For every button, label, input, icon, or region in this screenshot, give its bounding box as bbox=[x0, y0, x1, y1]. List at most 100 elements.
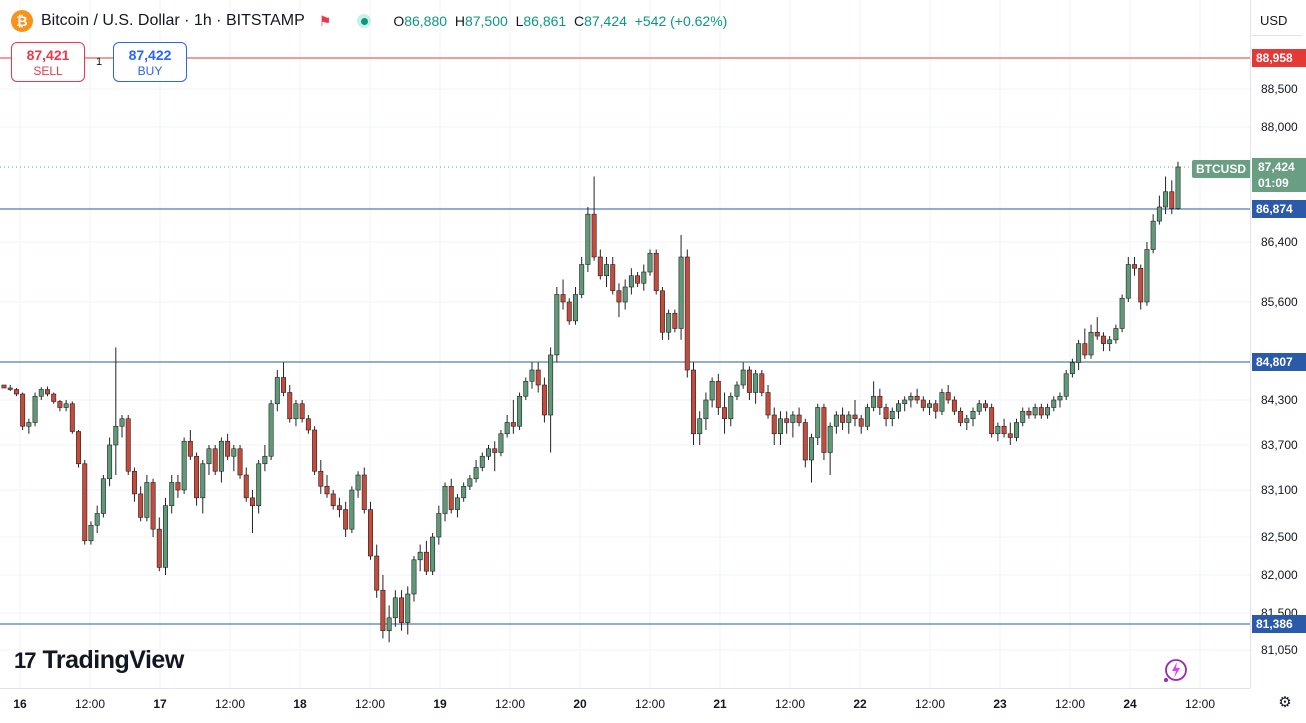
candle-body bbox=[647, 252, 653, 273]
candle-body bbox=[1026, 410, 1032, 416]
candle-body bbox=[448, 485, 454, 510]
candle-body bbox=[343, 509, 349, 530]
candle-body bbox=[821, 407, 827, 453]
candle-body bbox=[479, 455, 485, 468]
candle-body bbox=[374, 555, 380, 591]
candle-body bbox=[274, 377, 280, 405]
market-status-icon[interactable] bbox=[357, 14, 372, 28]
time-axis[interactable]: 16 12:00 17 12:00 18 12:00 19 12:00 20 12:00 21 12:… bbox=[0, 688, 1250, 723]
assistant-icon[interactable] bbox=[1160, 656, 1190, 686]
candle-body bbox=[405, 593, 411, 623]
logo-text: TradingView bbox=[42, 646, 184, 674]
candle-body bbox=[784, 418, 790, 423]
candle-body bbox=[1113, 328, 1119, 341]
symbol-title[interactable]: Bitcoin / U.S. Dollar · 1h · BITSTAMP bbox=[41, 12, 305, 29]
candle-body bbox=[914, 395, 920, 401]
currency-selector[interactable]: USD bbox=[1252, 6, 1302, 36]
candle-body bbox=[1082, 343, 1088, 356]
candle-body bbox=[1076, 343, 1082, 363]
chart-plot-area[interactable] bbox=[0, 0, 1250, 688]
candle-body bbox=[243, 474, 249, 499]
candle-body bbox=[163, 505, 168, 568]
candle-body bbox=[473, 467, 479, 480]
candle-body bbox=[560, 294, 566, 303]
candle-body bbox=[138, 493, 144, 518]
candle-body bbox=[641, 271, 647, 284]
buy-price: 87,422 bbox=[128, 47, 172, 63]
candle-body bbox=[88, 524, 94, 542]
candle-body bbox=[1125, 264, 1131, 299]
candle-body bbox=[858, 418, 864, 427]
time-tick-label: 12:00 bbox=[914, 697, 946, 711]
buy-label: BUY bbox=[137, 64, 163, 78]
candle-body bbox=[237, 448, 243, 476]
candle-body bbox=[728, 395, 734, 420]
candle-body bbox=[368, 509, 373, 557]
candle-body bbox=[628, 275, 634, 288]
candle-body bbox=[610, 264, 616, 292]
candle-body bbox=[982, 403, 988, 408]
candle-body bbox=[622, 286, 628, 303]
candle-body bbox=[150, 482, 156, 530]
candle-body bbox=[218, 440, 224, 472]
candle-body bbox=[597, 256, 603, 277]
bitcoin-icon: ₿ bbox=[11, 10, 33, 32]
candle-body bbox=[616, 290, 622, 303]
time-tick-label: 20 bbox=[573, 697, 587, 711]
candle-body bbox=[945, 392, 951, 401]
candle-body bbox=[504, 422, 510, 435]
level-price-tag: 81,386 bbox=[1252, 615, 1306, 633]
candle-body bbox=[194, 455, 200, 499]
candle-body bbox=[523, 380, 529, 397]
last-price-tag: 87,424 01:09 bbox=[1252, 158, 1306, 192]
price-tick-label: 82,500 bbox=[1261, 530, 1298, 544]
price-tick-label: 86,400 bbox=[1261, 235, 1298, 249]
candle-body bbox=[697, 418, 703, 435]
candle-body bbox=[1051, 399, 1057, 408]
tradingview-logo[interactable]: 17 TradingView bbox=[14, 646, 184, 675]
candle-body bbox=[82, 463, 88, 542]
bar-countdown: 01:09 bbox=[1258, 176, 1289, 190]
candle-body bbox=[939, 392, 945, 412]
buy-button[interactable]: 87,422 BUY bbox=[113, 42, 187, 82]
candle-body bbox=[442, 485, 448, 514]
candle-body bbox=[436, 513, 442, 538]
settings-gear-icon[interactable]: ⚙ bbox=[1278, 694, 1292, 711]
candle-body bbox=[517, 395, 523, 427]
candle-body bbox=[336, 505, 342, 510]
candle-body bbox=[852, 414, 858, 420]
time-tick-label: 17 bbox=[153, 697, 167, 711]
candle-body bbox=[1088, 331, 1094, 356]
price-axis[interactable]: 88,500 88,000 86,400 85,600 84,300 83,700 83,1… bbox=[1250, 0, 1306, 688]
candle-body bbox=[231, 448, 237, 457]
candle-body bbox=[691, 369, 696, 435]
candle-body bbox=[312, 429, 318, 472]
candle-body bbox=[349, 489, 355, 530]
candle-body bbox=[1014, 422, 1019, 438]
candle-body bbox=[902, 399, 908, 405]
candle-body bbox=[330, 493, 336, 506]
sell-button[interactable]: 87,421 SELL bbox=[11, 42, 85, 82]
candle-body bbox=[734, 384, 740, 397]
candle-body bbox=[38, 389, 44, 397]
candle-body bbox=[212, 448, 218, 472]
candle-body bbox=[1144, 249, 1150, 303]
candle-body bbox=[107, 444, 113, 480]
candle-body bbox=[13, 389, 19, 395]
candle-body bbox=[535, 369, 541, 386]
candle-body bbox=[635, 275, 641, 284]
flag-icon[interactable]: ⚑ bbox=[318, 12, 332, 29]
candle-body bbox=[796, 414, 802, 423]
candle-body bbox=[430, 536, 436, 572]
candle-body bbox=[871, 395, 877, 408]
ohlc-values: O86,880 H87,500 L86,861 C87,424 +542 (+0… bbox=[393, 13, 728, 29]
candlestick-chart[interactable] bbox=[0, 0, 1250, 688]
candle-body bbox=[833, 414, 839, 427]
time-tick-label: 16 bbox=[13, 697, 27, 711]
level-price-tag: 84,807 bbox=[1252, 353, 1306, 371]
time-tick-label: 24 bbox=[1123, 697, 1137, 711]
candle-body bbox=[653, 252, 659, 292]
candle-body bbox=[1032, 407, 1038, 416]
candle-body bbox=[318, 470, 324, 487]
candle-body bbox=[1069, 362, 1075, 375]
